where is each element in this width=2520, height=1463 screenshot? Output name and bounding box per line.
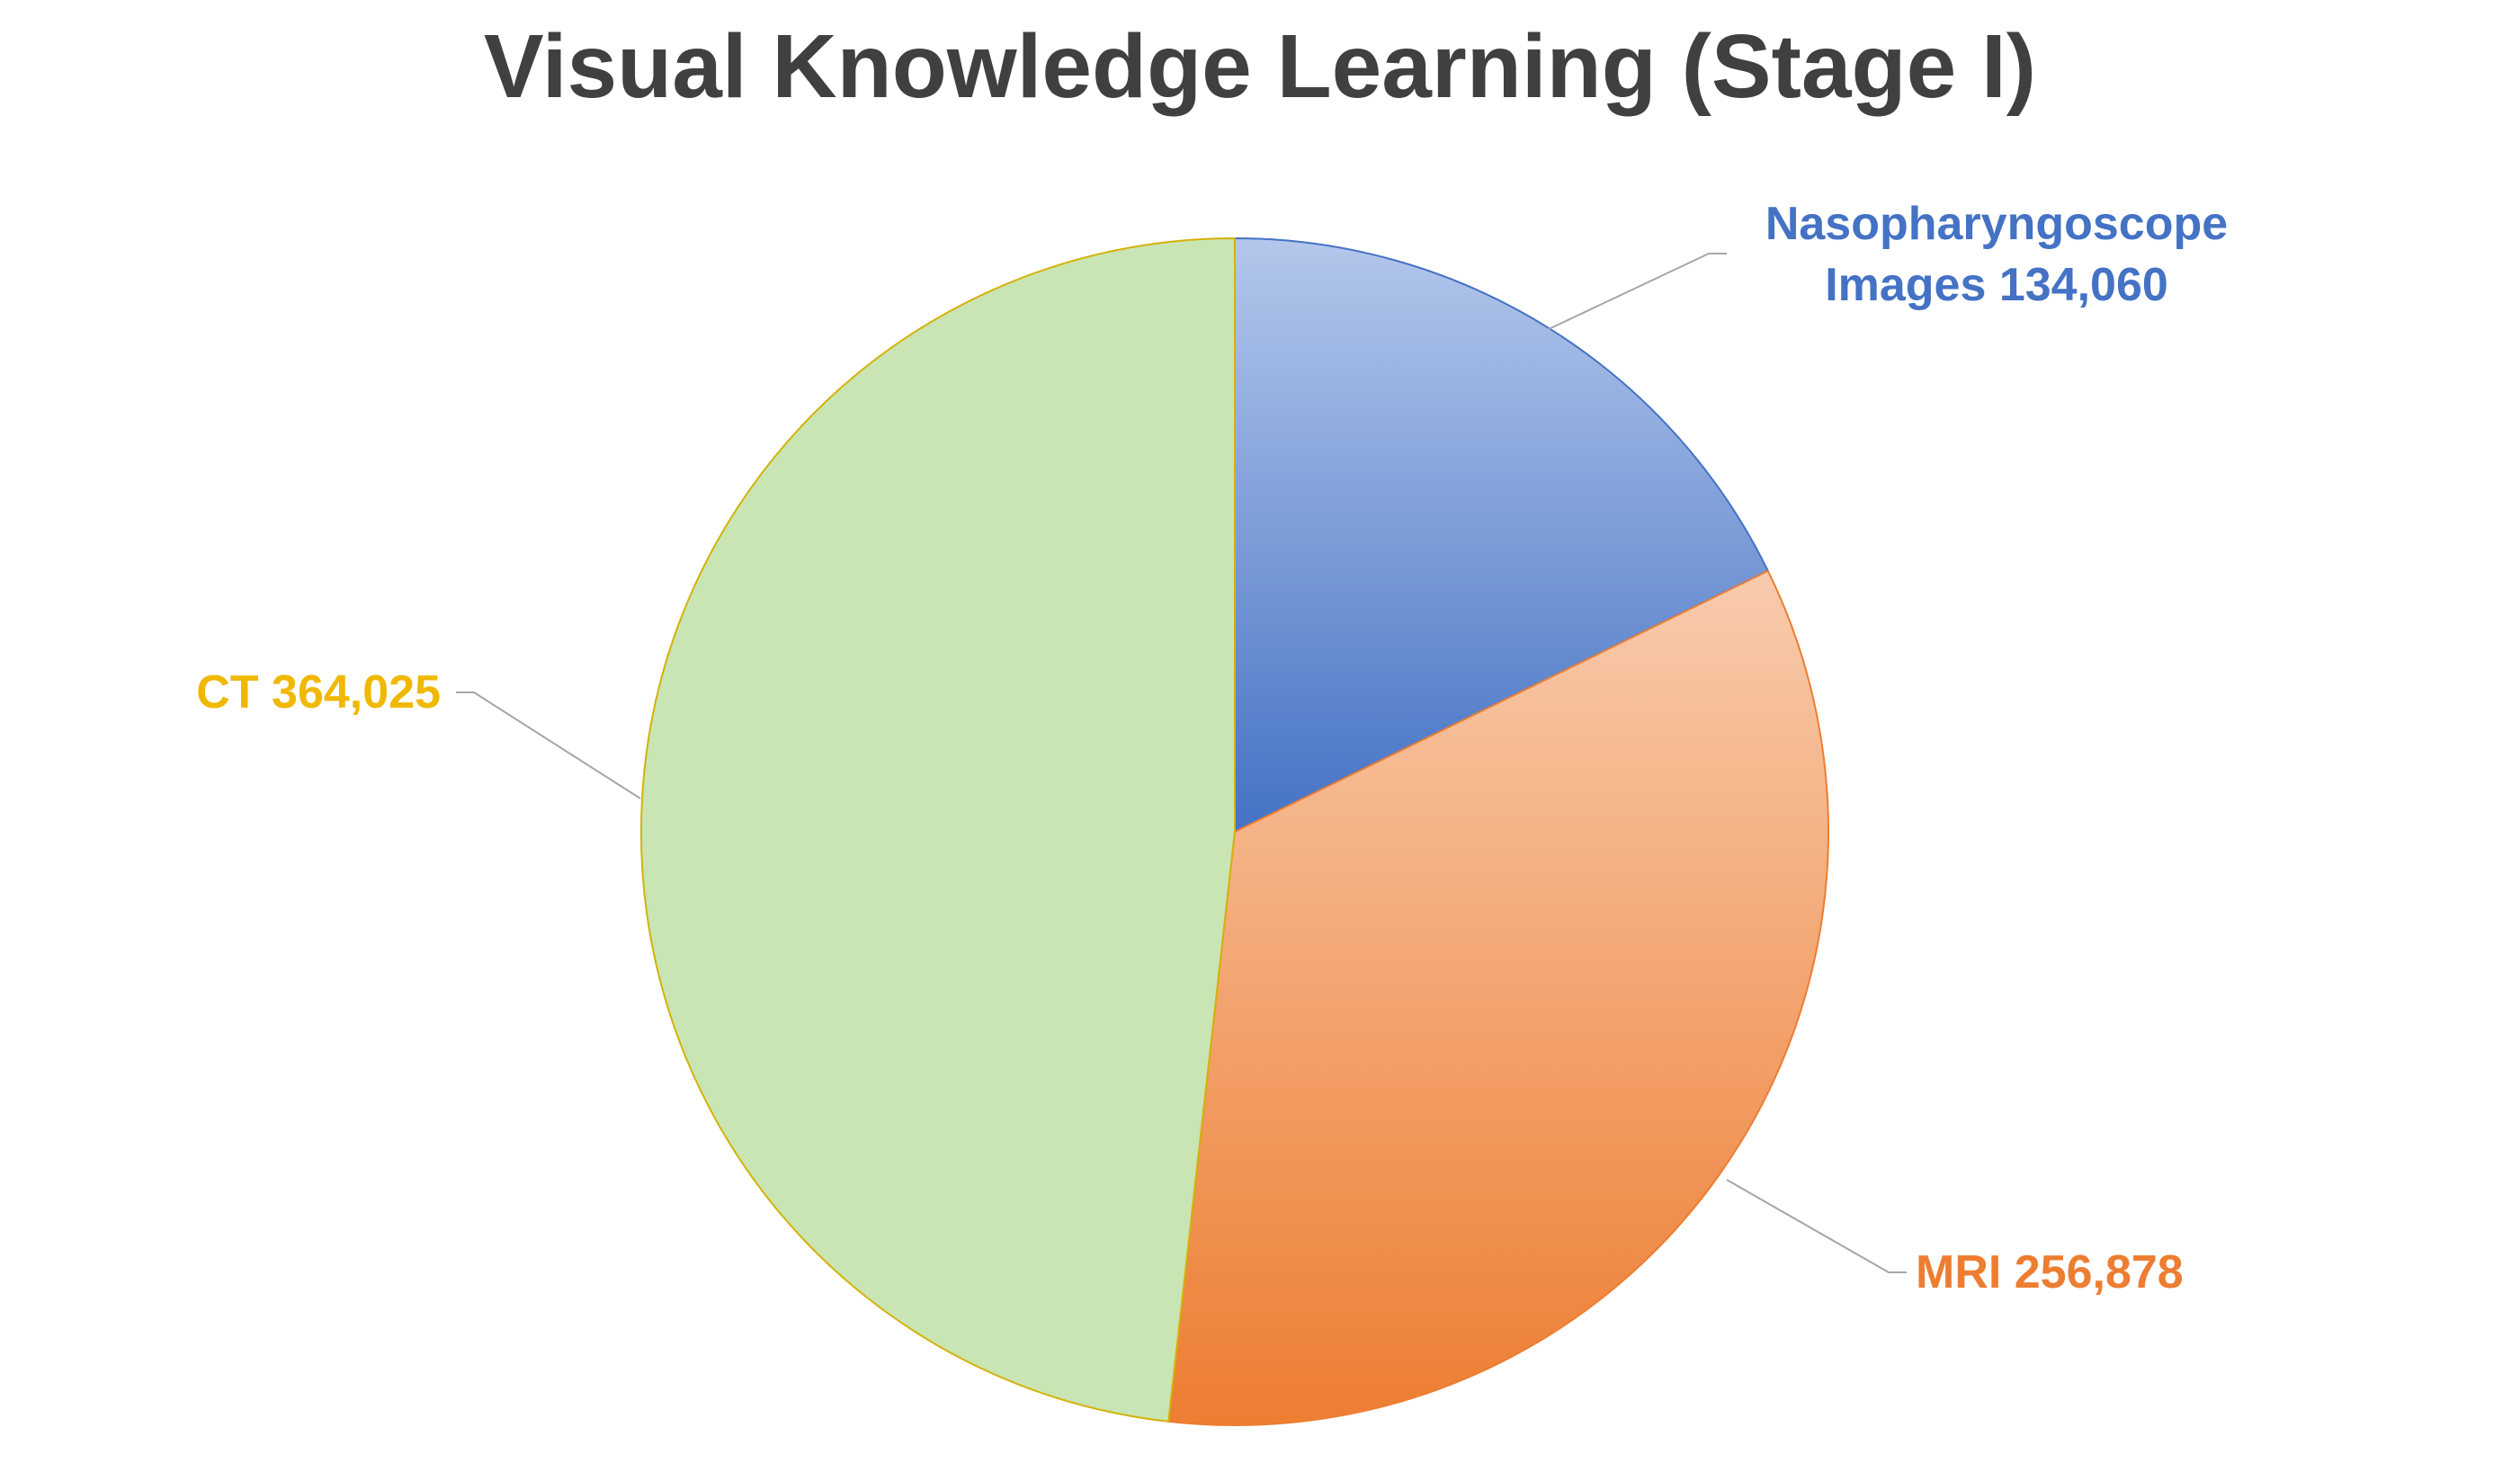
data-label-nasopharyngoscope-images: Nasopharyngoscope Images 134,060 bbox=[1765, 198, 2228, 311]
leader-lines bbox=[456, 253, 1907, 1273]
chart-title: Visual Knowledge Learning (Stage I) bbox=[483, 16, 2037, 117]
data-label-line: Images 134,060 bbox=[1825, 259, 2168, 311]
data-label-mri: MRI 256,878 bbox=[1916, 1246, 2184, 1298]
leader-line-ct bbox=[456, 691, 641, 799]
leader-line-nasopharyngoscope-images bbox=[1548, 253, 1727, 330]
data-label-line: MRI 256,878 bbox=[1916, 1246, 2184, 1298]
leader-line-mri bbox=[1726, 1179, 1907, 1273]
slices-layer bbox=[639, 237, 1830, 1426]
data-label-line: Nasopharyngoscope bbox=[1765, 198, 2228, 250]
pie-slice-ct bbox=[639, 237, 1236, 1423]
pie-slice-mri bbox=[1167, 569, 1830, 1426]
data-labels: Nasopharyngoscope Images 134,060 MRI 256,8… bbox=[196, 198, 2228, 1298]
data-label-ct: CT 364,025 bbox=[196, 666, 441, 718]
data-label-line: CT 364,025 bbox=[196, 666, 441, 718]
